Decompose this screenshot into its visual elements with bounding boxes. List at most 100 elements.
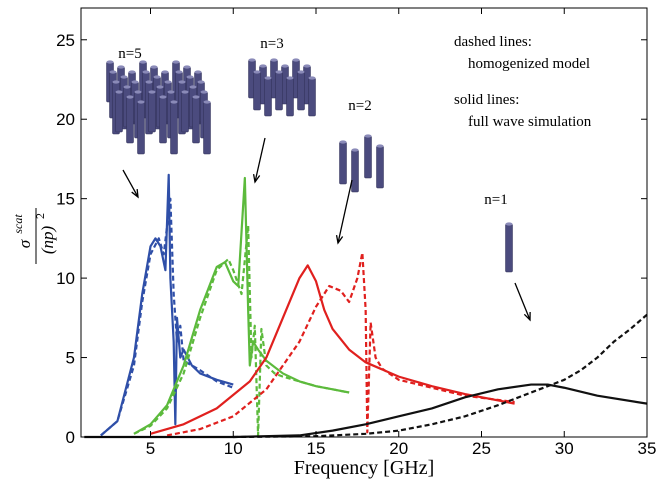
cylinder [203, 101, 211, 155]
x-tick-label: 20 [389, 439, 408, 458]
cylinder-top [117, 65, 125, 69]
x-tick-label: 5 [146, 439, 155, 458]
cylinder-top [259, 64, 267, 68]
arrow-head [252, 174, 261, 184]
annotation: n=5 [118, 46, 141, 62]
arrow-shaft [337, 179, 353, 244]
cylinder-top [139, 60, 147, 64]
cylinder-top [339, 140, 347, 144]
cylinder [159, 96, 167, 144]
cylinder-top [159, 95, 167, 99]
cylinder [115, 91, 123, 133]
cylinder [275, 71, 283, 111]
y-tick-label: 10 [56, 269, 75, 288]
y-label-symbol: σ [15, 239, 34, 248]
cylinder-top [128, 70, 136, 74]
y-label-denominator: (np) [38, 226, 57, 255]
cylinder-top [181, 90, 189, 94]
cylinder-top [292, 58, 300, 62]
data-line [233, 313, 648, 439]
cylinder-top [170, 100, 178, 104]
cylinder-top [106, 60, 114, 64]
cylinder [364, 135, 372, 179]
cylinder-top [137, 100, 145, 104]
x-tick-label: 35 [638, 439, 657, 458]
annotation: full wave simulation [468, 114, 592, 130]
arrow-shaft [122, 169, 139, 198]
annotation: homogenized model [468, 56, 590, 72]
arrow-shaft [254, 137, 266, 183]
cylinder-top [253, 70, 261, 74]
cylinder-top [172, 60, 180, 64]
cylinder [148, 91, 156, 133]
cylinder-top [194, 70, 202, 74]
annotation: solid lines: [454, 92, 519, 108]
data-line [100, 173, 234, 437]
cylinder-top [192, 95, 200, 99]
cylinder-top [167, 90, 175, 94]
cylinder-top [134, 90, 142, 94]
cylinder-top [275, 70, 283, 74]
cylinder-top [197, 80, 205, 84]
cylinder [297, 71, 305, 111]
cylinder-top [123, 85, 131, 89]
axes-frame [80, 7, 648, 438]
data-line [166, 251, 515, 437]
cylinder-top [153, 75, 161, 79]
cylinder-top [156, 85, 164, 89]
cylinder-top [120, 75, 128, 79]
cylinder-top [505, 222, 513, 226]
plot-area [84, 173, 648, 439]
decorations [106, 58, 531, 322]
cylinder [339, 141, 347, 185]
cylinder-top [297, 70, 305, 74]
cylinder-top [145, 80, 153, 84]
cylinder [137, 101, 145, 155]
cylinder [376, 145, 384, 189]
cylinder-top [183, 65, 191, 69]
y-tick-label: 0 [66, 428, 75, 447]
cylinder [351, 149, 359, 193]
cylinder-top [142, 70, 150, 74]
cylinder-top [161, 70, 169, 74]
cylinder-top [281, 64, 289, 68]
arrow-head [131, 188, 139, 199]
cylinder-top [126, 95, 134, 99]
data-line [100, 197, 234, 437]
cylinder-top [270, 58, 278, 62]
y-label-power: 2 [33, 213, 47, 219]
cylinder-top [115, 90, 123, 94]
cylinder-top [175, 70, 183, 74]
cylinder-top [351, 148, 359, 152]
cylinder-top [148, 90, 156, 94]
cylinder [286, 77, 294, 117]
x-tick-label: 30 [555, 439, 574, 458]
cylinder [181, 91, 189, 133]
y-tick-label: 5 [66, 349, 75, 368]
cylinder [126, 96, 134, 144]
cylinder-top [150, 65, 158, 69]
annotation: n=3 [260, 36, 283, 52]
x-tick-label: 10 [224, 439, 243, 458]
arrow-shaft [514, 282, 531, 321]
cylinder-top [178, 80, 186, 84]
y-tick-label: 20 [56, 110, 75, 129]
cylinder-top [109, 70, 117, 74]
data-line [150, 264, 515, 435]
cylinder-top [203, 100, 211, 104]
data-line [84, 383, 648, 439]
x-axis-label: Frequency [GHz] [294, 457, 435, 479]
annotation: n=2 [348, 98, 371, 114]
x-tick-label: 15 [307, 439, 326, 458]
arrow-head [335, 235, 344, 245]
cylinder-top [248, 58, 256, 62]
cylinder-top [200, 90, 208, 94]
cylinder-top [112, 80, 120, 84]
cylinder-top [186, 75, 194, 79]
cylinder-top [264, 76, 272, 80]
cylinder-top [164, 80, 172, 84]
y-label-superscript: scat [11, 214, 25, 234]
cylinder-top [308, 76, 316, 80]
